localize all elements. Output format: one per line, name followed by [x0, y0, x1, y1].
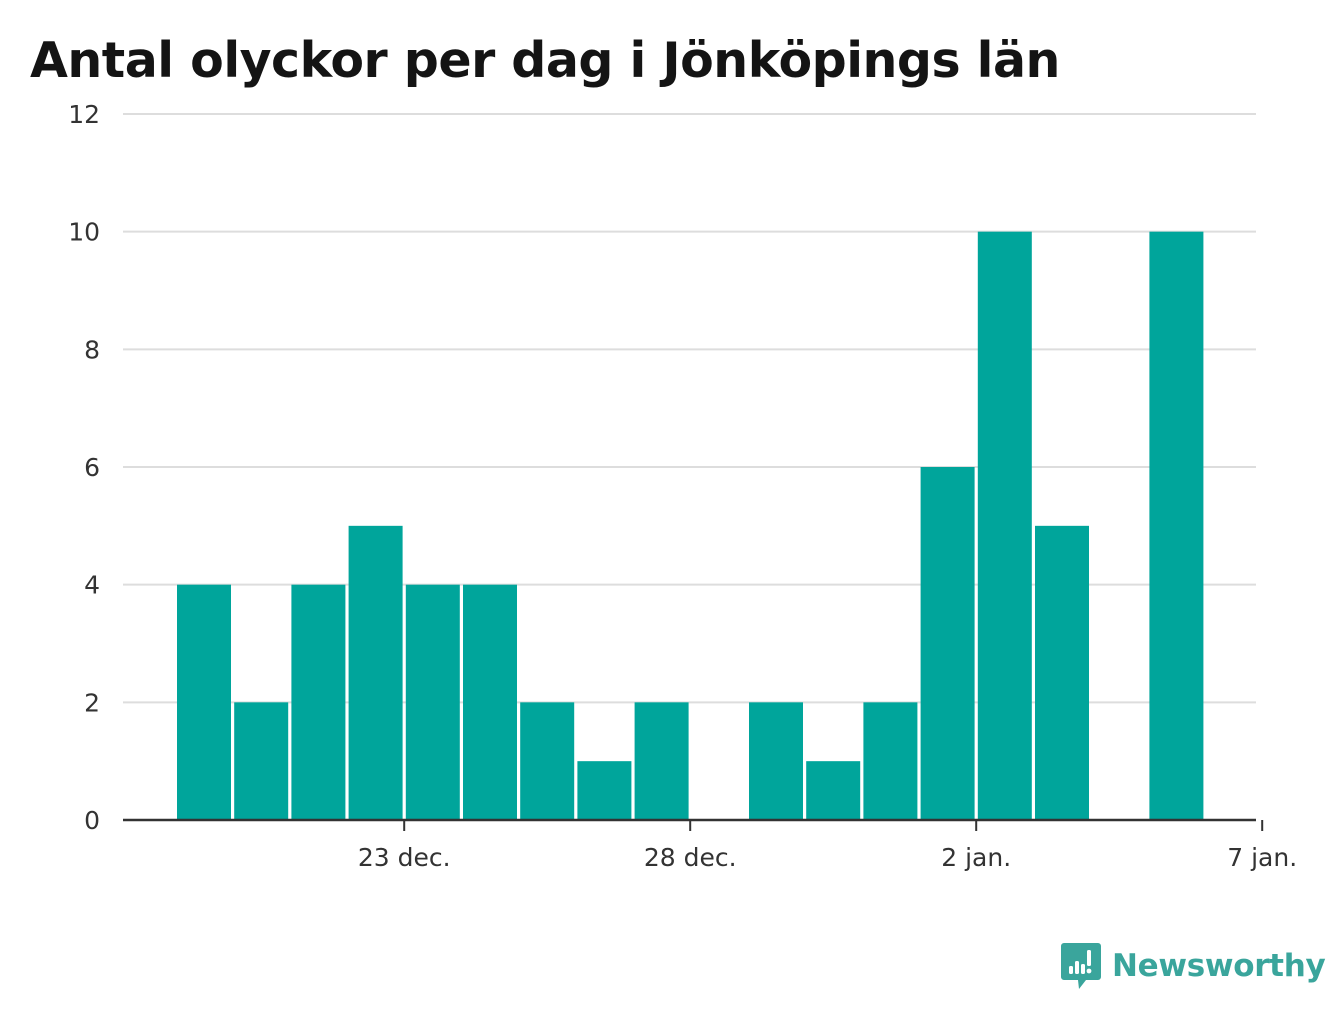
bars — [177, 231, 1204, 820]
bar — [234, 702, 289, 820]
bar — [634, 702, 689, 820]
bar — [177, 584, 231, 820]
y-tick-label: 10 — [68, 218, 100, 247]
y-tick-label: 12 — [68, 100, 100, 129]
x-tick-label: 7 jan. — [1227, 843, 1297, 872]
bar — [463, 584, 517, 820]
brand-logo: Newsworthy — [1060, 940, 1326, 992]
y-tick-label: 4 — [84, 571, 100, 600]
x-axis-labels: 23 dec. 28 dec. 2 jan. 7 jan. — [358, 843, 1297, 872]
y-tick-label: 0 — [84, 806, 100, 835]
bar — [520, 702, 575, 820]
bar — [806, 761, 861, 820]
bar — [863, 702, 918, 820]
x-tick-label: 2 jan. — [941, 843, 1011, 872]
x-axis — [123, 818, 1264, 831]
bar — [348, 525, 403, 820]
y-tick-label: 2 — [84, 688, 100, 717]
bar — [1035, 525, 1089, 820]
bar — [977, 231, 1032, 820]
bar — [291, 584, 346, 820]
y-axis-labels: 0 2 4 6 8 10 12 — [68, 100, 100, 835]
bar — [920, 467, 975, 820]
brand-name: Newsworthy — [1112, 948, 1326, 984]
y-tick-label: 6 — [84, 453, 100, 482]
bar — [1149, 231, 1204, 820]
bar — [749, 702, 803, 820]
x-tick-label: 23 dec. — [358, 843, 451, 872]
y-tick-label: 8 — [84, 335, 100, 364]
bar — [405, 584, 460, 820]
x-tick-label: 28 dec. — [644, 843, 737, 872]
bar — [577, 761, 632, 820]
newsworthy-logo-icon — [1061, 943, 1101, 989]
chart-title: Antal olyckor per dag i Jönköpings län — [30, 32, 1060, 89]
